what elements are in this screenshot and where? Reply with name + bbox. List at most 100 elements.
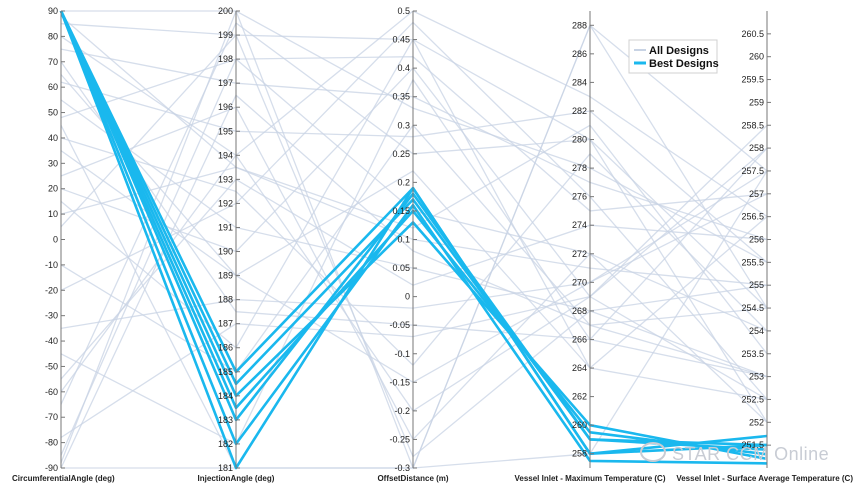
tick-label: -10 xyxy=(45,260,58,270)
tick-label: 286 xyxy=(572,49,587,59)
tick-label: 288 xyxy=(572,20,587,30)
tick-label: 0.35 xyxy=(392,92,410,102)
tick-label: 252 xyxy=(749,417,764,427)
tick-label: 274 xyxy=(572,220,587,230)
tick-label: 60 xyxy=(48,82,58,92)
legend-label-all: All Designs xyxy=(649,45,709,57)
tick-label: 0.4 xyxy=(397,63,410,73)
tick-label: -50 xyxy=(45,361,58,371)
tick-label: 276 xyxy=(572,192,587,202)
tick-label: 278 xyxy=(572,163,587,173)
chat-bubble-icon xyxy=(640,442,666,462)
best-design-line xyxy=(59,10,768,455)
tick-label: 0.15 xyxy=(392,206,410,216)
tick-label: 70 xyxy=(48,57,58,67)
tick-label: -70 xyxy=(45,412,58,422)
tick-label: 260 xyxy=(572,420,587,430)
tick-label: 264 xyxy=(572,363,587,373)
tick-label: -0.1 xyxy=(394,349,410,359)
axis-title: OffsetDistance (m) xyxy=(377,474,448,483)
tick-label: -60 xyxy=(45,387,58,397)
tick-label: 280 xyxy=(572,135,587,145)
tick-label: 30 xyxy=(48,158,58,168)
tick-label: 190 xyxy=(218,247,233,257)
tick-label: -0.25 xyxy=(389,434,410,444)
tick-label: 0 xyxy=(405,292,410,302)
tick-label: 256.5 xyxy=(741,212,764,222)
tick-label: -20 xyxy=(45,285,58,295)
tick-label: 259.5 xyxy=(741,75,764,85)
tick-label: -80 xyxy=(45,438,58,448)
tick-label: 189 xyxy=(218,271,233,281)
tick-label: 254 xyxy=(749,326,764,336)
legend-box xyxy=(628,39,718,74)
best-design-line xyxy=(59,10,768,456)
tick-label: 20 xyxy=(48,184,58,194)
tick-label: 256 xyxy=(749,235,764,245)
tick-label: 194 xyxy=(218,150,233,160)
tick-label: 257 xyxy=(749,189,764,199)
all-design-line xyxy=(60,178,768,380)
tick-label: 198 xyxy=(218,54,233,64)
tick-label: 282 xyxy=(572,106,587,116)
tick-label: 0.3 xyxy=(397,120,410,130)
tick-label: 10 xyxy=(48,209,58,219)
tick-label: 260 xyxy=(749,52,764,62)
tick-label: 184 xyxy=(218,391,233,401)
tick-label: 191 xyxy=(218,222,233,232)
tick-label: 185 xyxy=(218,367,233,377)
tick-label: 0.25 xyxy=(392,149,410,159)
axes: -90 -80 -70 -60 -50 -40 -30 -20 -10 0 10 20 30 40 50 60… xyxy=(12,6,853,483)
tick-label: 272 xyxy=(572,249,587,259)
tick-label: 258 xyxy=(749,143,764,153)
tick-label: 253 xyxy=(749,372,764,382)
tick-label: -40 xyxy=(45,336,58,346)
tick-label: 192 xyxy=(218,198,233,208)
tick-label: -0.15 xyxy=(389,377,410,387)
tick-label: 251.5 xyxy=(741,440,764,450)
tick-label: 259 xyxy=(749,97,764,107)
tick-label: 40 xyxy=(48,133,58,143)
tick-label: 196 xyxy=(218,102,233,112)
tick-label: 266 xyxy=(572,334,587,344)
tick-label: 199 xyxy=(218,30,233,40)
tick-label: -0.2 xyxy=(394,406,410,416)
tick-label: 0 xyxy=(53,235,58,245)
tick-label: 252.5 xyxy=(741,394,764,404)
tick-label: 193 xyxy=(218,174,233,184)
tick-label: -0.3 xyxy=(394,463,410,473)
tick-label: 253.5 xyxy=(741,349,764,359)
tick-label: 258.5 xyxy=(741,120,764,130)
axis-title: Vessel Inlet - Maximum Temperature (C) xyxy=(514,474,665,483)
tick-label: 80 xyxy=(48,31,58,41)
tick-label: 284 xyxy=(572,77,587,87)
tick-label: 0.05 xyxy=(392,263,410,273)
tick-label: 0.45 xyxy=(392,35,410,45)
tick-label: -30 xyxy=(45,311,58,321)
watermark: STAR CCM Online xyxy=(640,442,829,465)
tick-label: 0.5 xyxy=(397,6,410,16)
all-design-line xyxy=(60,94,768,469)
tick-label: 186 xyxy=(218,343,233,353)
tick-label: 260.5 xyxy=(741,29,764,39)
tick-label: 258 xyxy=(572,449,587,459)
legend-label-best: Best Designs xyxy=(649,58,719,70)
tick-label: 90 xyxy=(48,6,58,16)
axis-title: CircumferentialAngle (deg) xyxy=(12,474,115,483)
tick-label: 268 xyxy=(572,306,587,316)
tick-label: 183 xyxy=(218,415,233,425)
tick-label: 195 xyxy=(218,126,233,136)
tick-label: 187 xyxy=(218,319,233,329)
tick-label: 182 xyxy=(218,439,233,449)
tick-label: -0.05 xyxy=(389,320,410,330)
tick-label: 0.2 xyxy=(397,177,410,187)
tick-label: 0.1 xyxy=(397,235,410,245)
tick-label: 188 xyxy=(218,295,233,305)
tick-label: 181 xyxy=(218,463,233,473)
tick-label: 255 xyxy=(749,280,764,290)
tick-label: 200 xyxy=(218,6,233,16)
legend: All Designs Best Designs xyxy=(628,39,719,74)
tick-label: 262 xyxy=(572,392,587,402)
tick-label: 270 xyxy=(572,277,587,287)
